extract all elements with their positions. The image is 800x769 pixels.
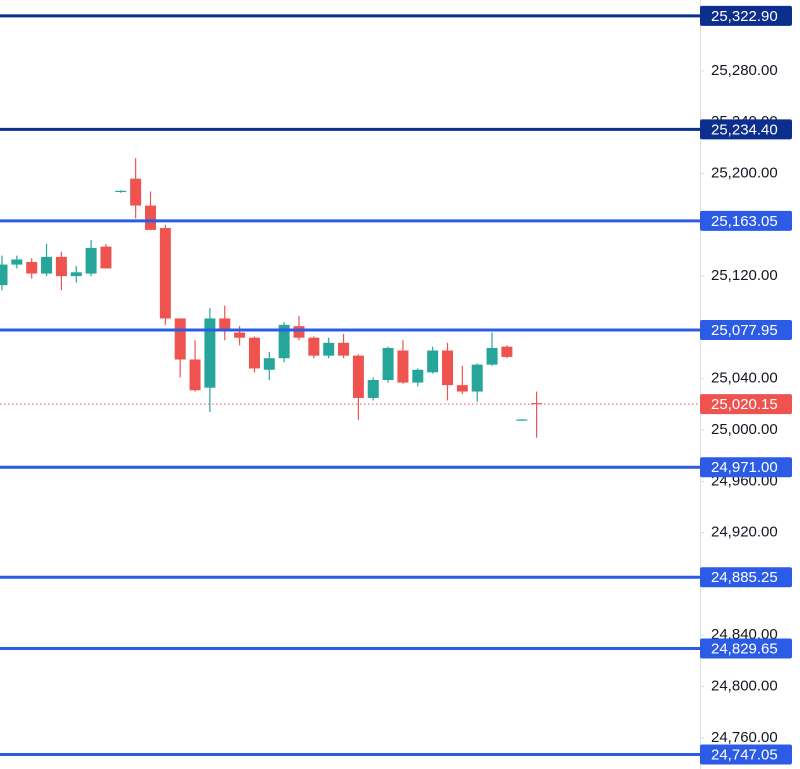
level-label-box xyxy=(700,5,792,26)
y-tick-label: 24,760.00 xyxy=(711,729,778,746)
candle-body xyxy=(516,419,528,421)
candle-body xyxy=(367,380,379,398)
candle-body xyxy=(471,364,483,392)
candle-body xyxy=(204,318,216,388)
y-tick-label: 25,120.00 xyxy=(711,267,778,284)
candle-body xyxy=(427,350,439,373)
level-label-box xyxy=(700,210,792,231)
y-tick-label: 25,040.00 xyxy=(711,370,778,387)
candle-body xyxy=(234,332,246,338)
candle-body xyxy=(159,228,171,319)
last-price-label: 25,020.15 xyxy=(711,396,778,413)
y-tick-label: 25,200.00 xyxy=(711,164,778,181)
candle-body xyxy=(501,346,513,357)
candle-body xyxy=(0,264,8,286)
level-label-box xyxy=(700,638,792,659)
candle-body xyxy=(352,355,364,398)
candle-body xyxy=(100,246,112,269)
level-label: 24,747.05 xyxy=(711,746,778,763)
candle-body xyxy=(115,190,127,193)
candle-body xyxy=(293,326,305,338)
candle-body xyxy=(145,205,156,230)
candle-body xyxy=(263,358,275,370)
y-tick-label: 25,000.00 xyxy=(711,421,778,438)
level-label-box xyxy=(700,567,792,588)
level-label: 24,829.65 xyxy=(711,640,778,657)
candle-body xyxy=(248,337,260,369)
candle-body xyxy=(323,342,335,356)
candle-body xyxy=(278,324,290,359)
candle-body xyxy=(456,385,468,392)
candle-body xyxy=(382,347,394,381)
candle-body xyxy=(41,256,53,274)
last-price-box xyxy=(700,394,792,415)
candle-body xyxy=(70,272,82,277)
candle-body xyxy=(219,318,231,330)
candle-body xyxy=(85,247,97,274)
candle-body xyxy=(442,350,453,386)
level-label: 24,971.00 xyxy=(711,459,778,476)
level-label: 25,077.95 xyxy=(711,322,778,339)
candle-body xyxy=(412,369,424,383)
candle-body xyxy=(130,178,142,206)
candle-body xyxy=(486,347,498,365)
y-tick-label: 24,800.00 xyxy=(711,678,778,695)
level-label: 25,322.90 xyxy=(711,8,778,25)
level-label-box xyxy=(700,119,792,140)
level-label-box xyxy=(700,457,792,478)
candle-body xyxy=(338,342,350,356)
candle-body xyxy=(189,359,201,391)
candle-body xyxy=(174,318,186,360)
level-label: 25,234.40 xyxy=(711,121,778,138)
level-label-box xyxy=(700,744,792,765)
candle-body xyxy=(11,259,23,265)
candle-body xyxy=(397,350,409,383)
level-label-box xyxy=(700,320,792,341)
y-tick-label: 25,280.00 xyxy=(711,62,778,79)
candle-body xyxy=(55,256,67,277)
candle-body xyxy=(308,337,320,356)
level-label: 24,885.25 xyxy=(711,569,778,586)
candle-body xyxy=(26,262,38,274)
y-tick-label: 24,920.00 xyxy=(711,524,778,541)
level-label: 25,163.05 xyxy=(711,213,778,230)
